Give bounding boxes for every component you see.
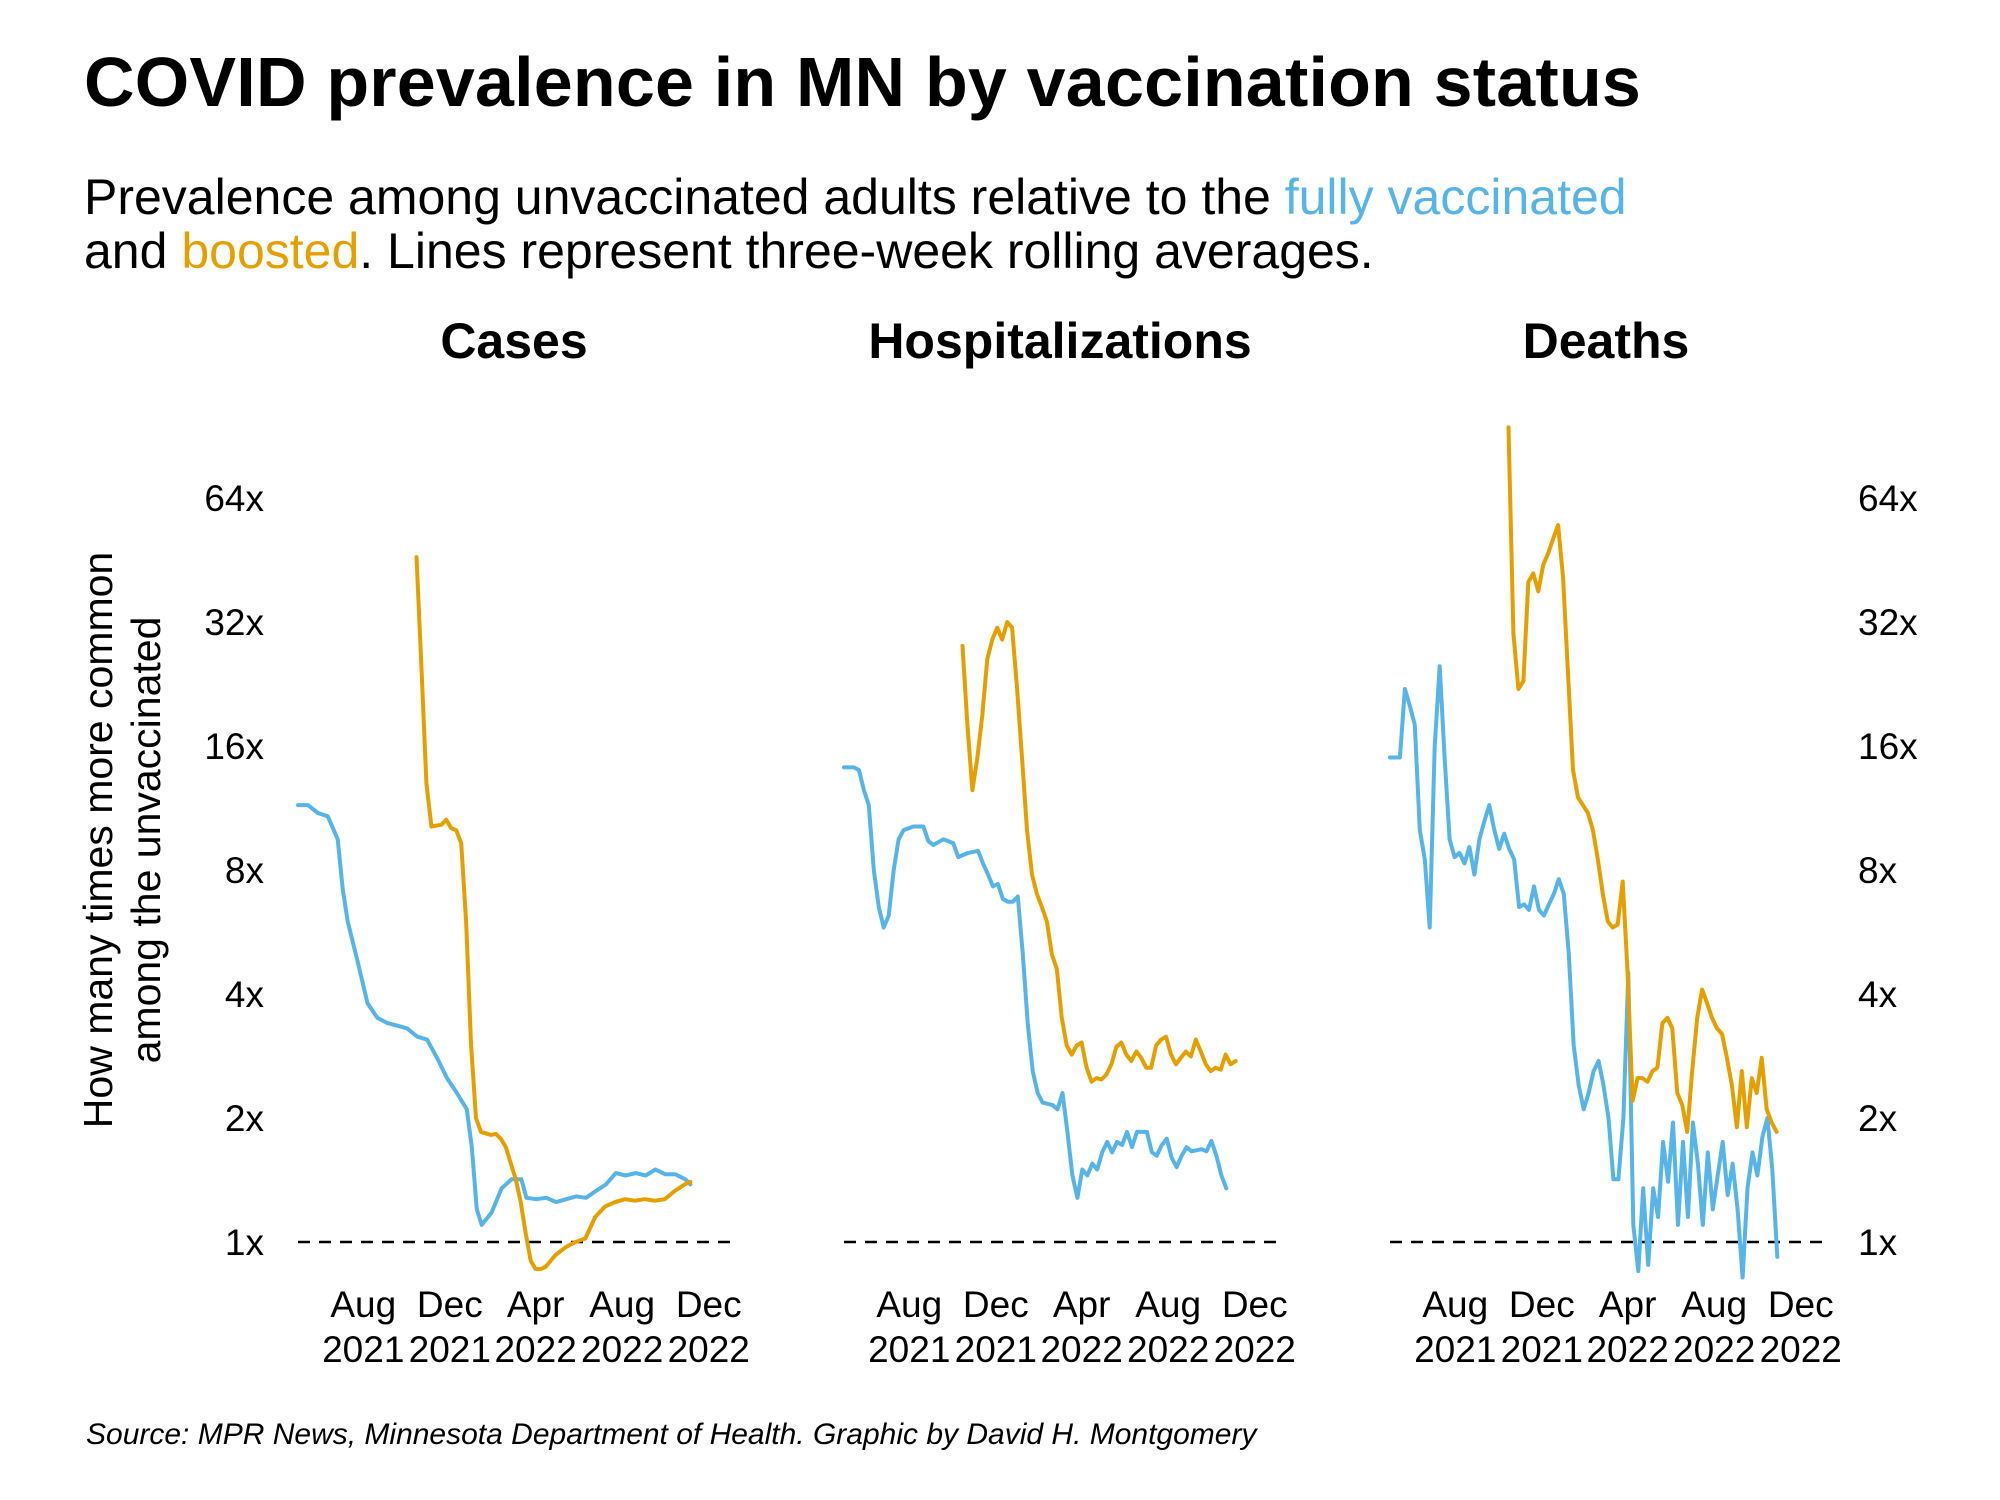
y-tick-label-left: 1x xyxy=(225,1222,265,1263)
y-tick-label-left: 32x xyxy=(204,602,264,643)
x-tick-label-month: Aug xyxy=(876,1284,942,1325)
subtitle-text-1: Prevalence among unvaccinated adults rel… xyxy=(84,169,1285,225)
x-tick-label-year: 2022 xyxy=(1127,1329,1209,1370)
x-tick-label-month: Apr xyxy=(1599,1284,1657,1325)
x-tick-label-year: 2021 xyxy=(1414,1329,1496,1370)
subtitle-text-3: . Lines represent three-week rolling ave… xyxy=(359,223,1374,279)
y-tick-label-right: 64x xyxy=(1858,478,1918,519)
x-tick-label-year: 2021 xyxy=(955,1329,1037,1370)
x-tick-label-month: Apr xyxy=(507,1284,565,1325)
series-line-cases-boosted xyxy=(414,555,693,1271)
x-tick-label-year: 2022 xyxy=(668,1329,750,1370)
x-tick-label-month: Aug xyxy=(1135,1284,1201,1325)
x-tick-label-year: 2022 xyxy=(581,1329,663,1370)
series-line-cases-fully-vaccinated xyxy=(296,803,693,1227)
x-tick-label-month: Dec xyxy=(1768,1284,1834,1325)
series-line-hospitalizations-boosted xyxy=(960,620,1238,1084)
x-tick-label-year: 2022 xyxy=(1040,1329,1122,1370)
y-tick-label-right: 32x xyxy=(1858,602,1918,643)
y-axis-label-line: among the unvaccinated xyxy=(123,617,169,1064)
legend-boosted: boosted xyxy=(181,223,360,279)
x-tick-label-month: Dec xyxy=(963,1284,1029,1325)
y-tick-label-right: 2x xyxy=(1858,1098,1898,1139)
x-tick-label-month: Apr xyxy=(1053,1284,1111,1325)
x-tick-label-month: Aug xyxy=(589,1284,655,1325)
y-tick-label-left: 4x xyxy=(225,974,265,1015)
legend-fully-vaccinated: fully vaccinated xyxy=(1284,169,1627,225)
x-tick-label-month: Dec xyxy=(1222,1284,1288,1325)
y-tick-label-left: 16x xyxy=(204,726,264,767)
series-line-deaths-fully-vaccinated xyxy=(1388,664,1780,1280)
y-tick-label-left: 8x xyxy=(225,850,265,891)
x-tick-label-year: 2022 xyxy=(1214,1329,1296,1370)
x-tick-label-year: 2021 xyxy=(868,1329,950,1370)
y-tick-label-right: 8x xyxy=(1858,850,1898,891)
series-line-hospitalizations-fully-vaccinated xyxy=(842,765,1229,1200)
x-tick-label-year: 2021 xyxy=(322,1329,404,1370)
y-axis-label-line: How many times more common xyxy=(75,552,121,1128)
x-tick-label-year: 2022 xyxy=(1586,1329,1668,1370)
x-tick-label-month: Dec xyxy=(1509,1284,1575,1325)
chart-subtitle: Prevalence among unvaccinated adults rel… xyxy=(84,170,1627,278)
x-tick-label-year: 2021 xyxy=(1501,1329,1583,1370)
y-axis-label: How many times more commonamong the unva… xyxy=(75,552,169,1128)
panel-title-cases: Cases xyxy=(440,313,587,369)
y-tick-label-right: 16x xyxy=(1858,726,1918,767)
y-tick-label-left: 2x xyxy=(225,1098,265,1139)
panel-title-deaths: Deaths xyxy=(1523,313,1690,369)
x-tick-label-month: Aug xyxy=(330,1284,396,1325)
x-tick-label-year: 2022 xyxy=(1673,1329,1755,1370)
y-tick-label-left: 64x xyxy=(204,478,264,519)
subtitle-text-2: and xyxy=(84,223,182,279)
x-tick-label-month: Aug xyxy=(1422,1284,1488,1325)
x-tick-label-year: 2021 xyxy=(409,1329,491,1370)
x-tick-label-month: Dec xyxy=(417,1284,483,1325)
source-note: Source: MPR News, Minnesota Department o… xyxy=(86,1418,1257,1451)
x-tick-label-month: Aug xyxy=(1681,1284,1747,1325)
chart-title: COVID prevalence in MN by vaccination st… xyxy=(84,43,1642,121)
y-tick-label-right: 1x xyxy=(1858,1222,1898,1263)
x-tick-label-year: 2022 xyxy=(494,1329,576,1370)
x-tick-label-year: 2022 xyxy=(1760,1329,1842,1370)
series-line-deaths-boosted xyxy=(1506,425,1779,1134)
x-tick-label-month: Dec xyxy=(676,1284,742,1325)
panel-title-hospitalizations: Hospitalizations xyxy=(868,313,1251,369)
y-tick-label-right: 4x xyxy=(1858,974,1898,1015)
